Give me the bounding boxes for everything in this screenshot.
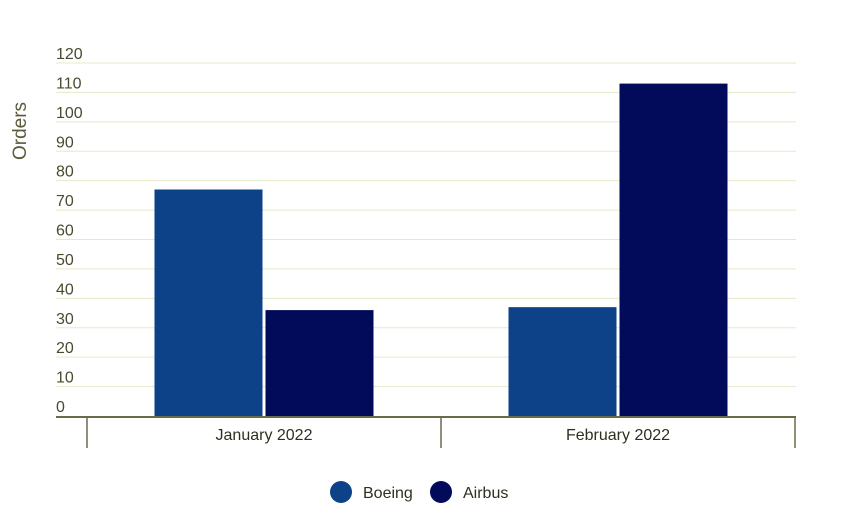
y-tick-label: 80 [56, 164, 74, 181]
y-tick-label: 10 [56, 370, 74, 387]
legend-swatch-airbus [430, 481, 452, 503]
legend: Boeing Airbus [330, 481, 508, 503]
x-category-label: January 2022 [216, 427, 313, 444]
y-tick-label: 70 [56, 193, 74, 210]
bar-airbus-0 [265, 310, 374, 416]
y-tick-label: 90 [56, 134, 74, 151]
bar-airbus-1 [619, 83, 728, 416]
legend-label-boeing: Boeing [363, 485, 413, 502]
bar-boeing-0 [154, 189, 263, 416]
y-tick-label: 20 [56, 340, 74, 357]
x-axis-category-labels: January 2022 February 2022 [216, 427, 671, 444]
y-tick-label: 110 [56, 75, 82, 92]
y-tick-label: 60 [56, 223, 74, 240]
y-tick-label: 50 [56, 252, 74, 269]
y-tick-label: 100 [56, 105, 83, 122]
y-tick-label: 30 [56, 311, 74, 328]
legend-label-airbus: Airbus [463, 485, 508, 502]
y-tick-label: 40 [56, 281, 74, 298]
y-tick-label: 0 [56, 399, 65, 416]
y-tick-label: 120 [56, 46, 83, 63]
y-axis-ticks: 0 10 20 30 40 50 60 70 80 90 100 110 120 [56, 46, 83, 416]
x-category-label: February 2022 [566, 427, 670, 444]
legend-swatch-boeing [330, 481, 352, 503]
bar-boeing-1 [508, 307, 617, 416]
y-axis-title: Orders [10, 102, 31, 160]
bars [154, 83, 728, 416]
x-axis [56, 416, 796, 448]
